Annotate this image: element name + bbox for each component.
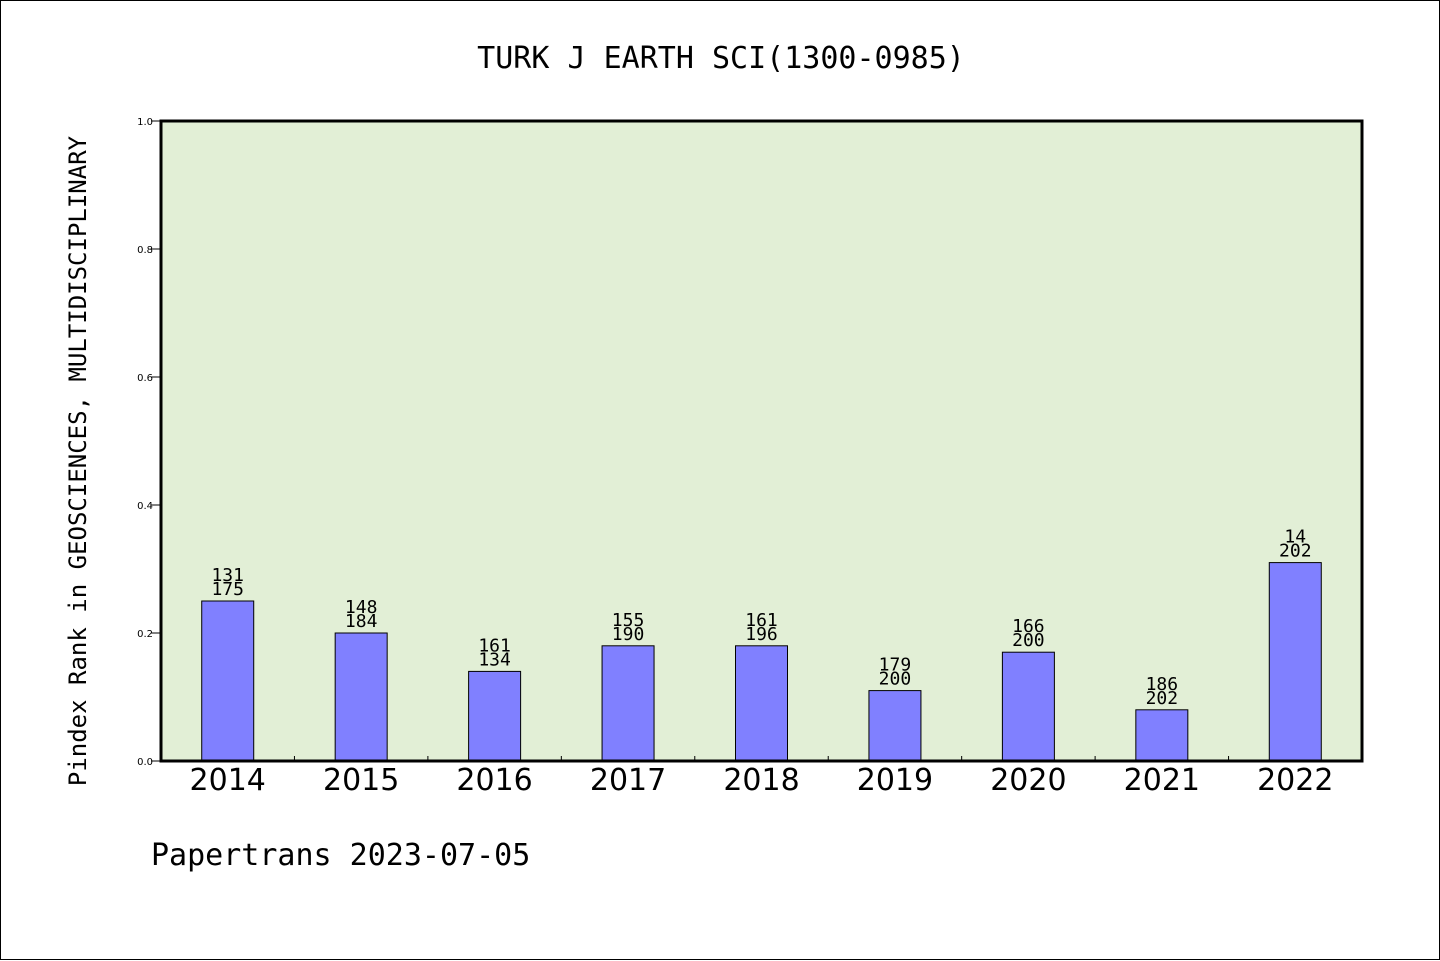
bar-total-label-2014: 175 [211,579,244,600]
x-tick-label-2014: 2014 [190,763,266,798]
y-tick-label-0.0: 0.0 [137,757,153,768]
bar-rank-label-2022: 14 [1284,527,1306,548]
x-tick-label-2020: 2020 [990,763,1066,798]
bar-rank-label-2020: 166 [1012,616,1045,637]
x-tick-label-2016: 2016 [456,763,532,798]
bar-rank-label-2014: 131 [211,565,244,586]
bar-total-label-2015: 184 [345,611,378,632]
bar-2014 [201,600,255,762]
bar-total-label-2020: 200 [1012,630,1045,651]
bar-rank-label-2015: 148 [345,597,378,618]
bar-series [201,562,1322,762]
bar-2015 [334,632,388,762]
bar-label-group: 1311751481841611341551901611961792001662… [211,527,1311,709]
x-tick-label-2018: 2018 [723,763,799,798]
y-tick-label-0.8: 0.8 [137,245,153,256]
x-tick-label-2017: 2017 [590,763,666,798]
x-axis-ticks: 2014 2015 2016 2017 2018 2019 2020 2021 2022 [190,756,1333,798]
bar-rank-label-2016: 161 [478,635,511,656]
bar-total-label-2018: 196 [745,624,778,645]
bar-total-label-2022: 202 [1279,541,1312,562]
x-tick-label-2015: 2015 [323,763,399,798]
y-tick-label-1.0: 1.0 [137,117,153,128]
bar-rank-label-2018: 161 [745,610,778,631]
bar-2018 [735,645,788,762]
plot-border [159,119,1364,763]
chart-title: TURK J EARTH SCI(1300-0985) [477,41,965,76]
y-axis-label: Pindex Rank in GEOSCIENCES, MULTIDISCIPL… [64,135,92,786]
bar-2020 [1001,651,1055,762]
y-tick-label-0.4: 0.4 [137,501,153,512]
bar-2019 [868,690,922,762]
x-tick-label-2022: 2022 [1257,763,1333,798]
bar-rank-label-2019: 179 [879,655,912,676]
bar-total-label-2017: 190 [612,624,645,645]
bar-2016 [468,670,522,762]
bar-total-label-2019: 200 [879,669,912,690]
bar-2021 [1135,709,1189,762]
bar-rank-label-2021: 186 [1146,674,1179,695]
bar-2022 [1268,562,1322,762]
y-axis-ticks: 0.0 0.2 0.4 0.6 0.8 1.0 [137,117,161,768]
bar-total-label-2021: 202 [1146,688,1179,709]
y-tick-label-0.2: 0.2 [137,629,153,640]
bar-2017 [601,645,655,762]
footer-credit: Papertrans 2023-07-05 [151,838,530,873]
bar-rank-label-2017: 155 [612,610,645,631]
x-tick-label-2021: 2021 [1124,763,1200,798]
y-tick-label-0.6: 0.6 [137,373,153,384]
x-tick-label-2019: 2019 [857,763,933,798]
bar-total-label-2016: 134 [478,649,511,670]
